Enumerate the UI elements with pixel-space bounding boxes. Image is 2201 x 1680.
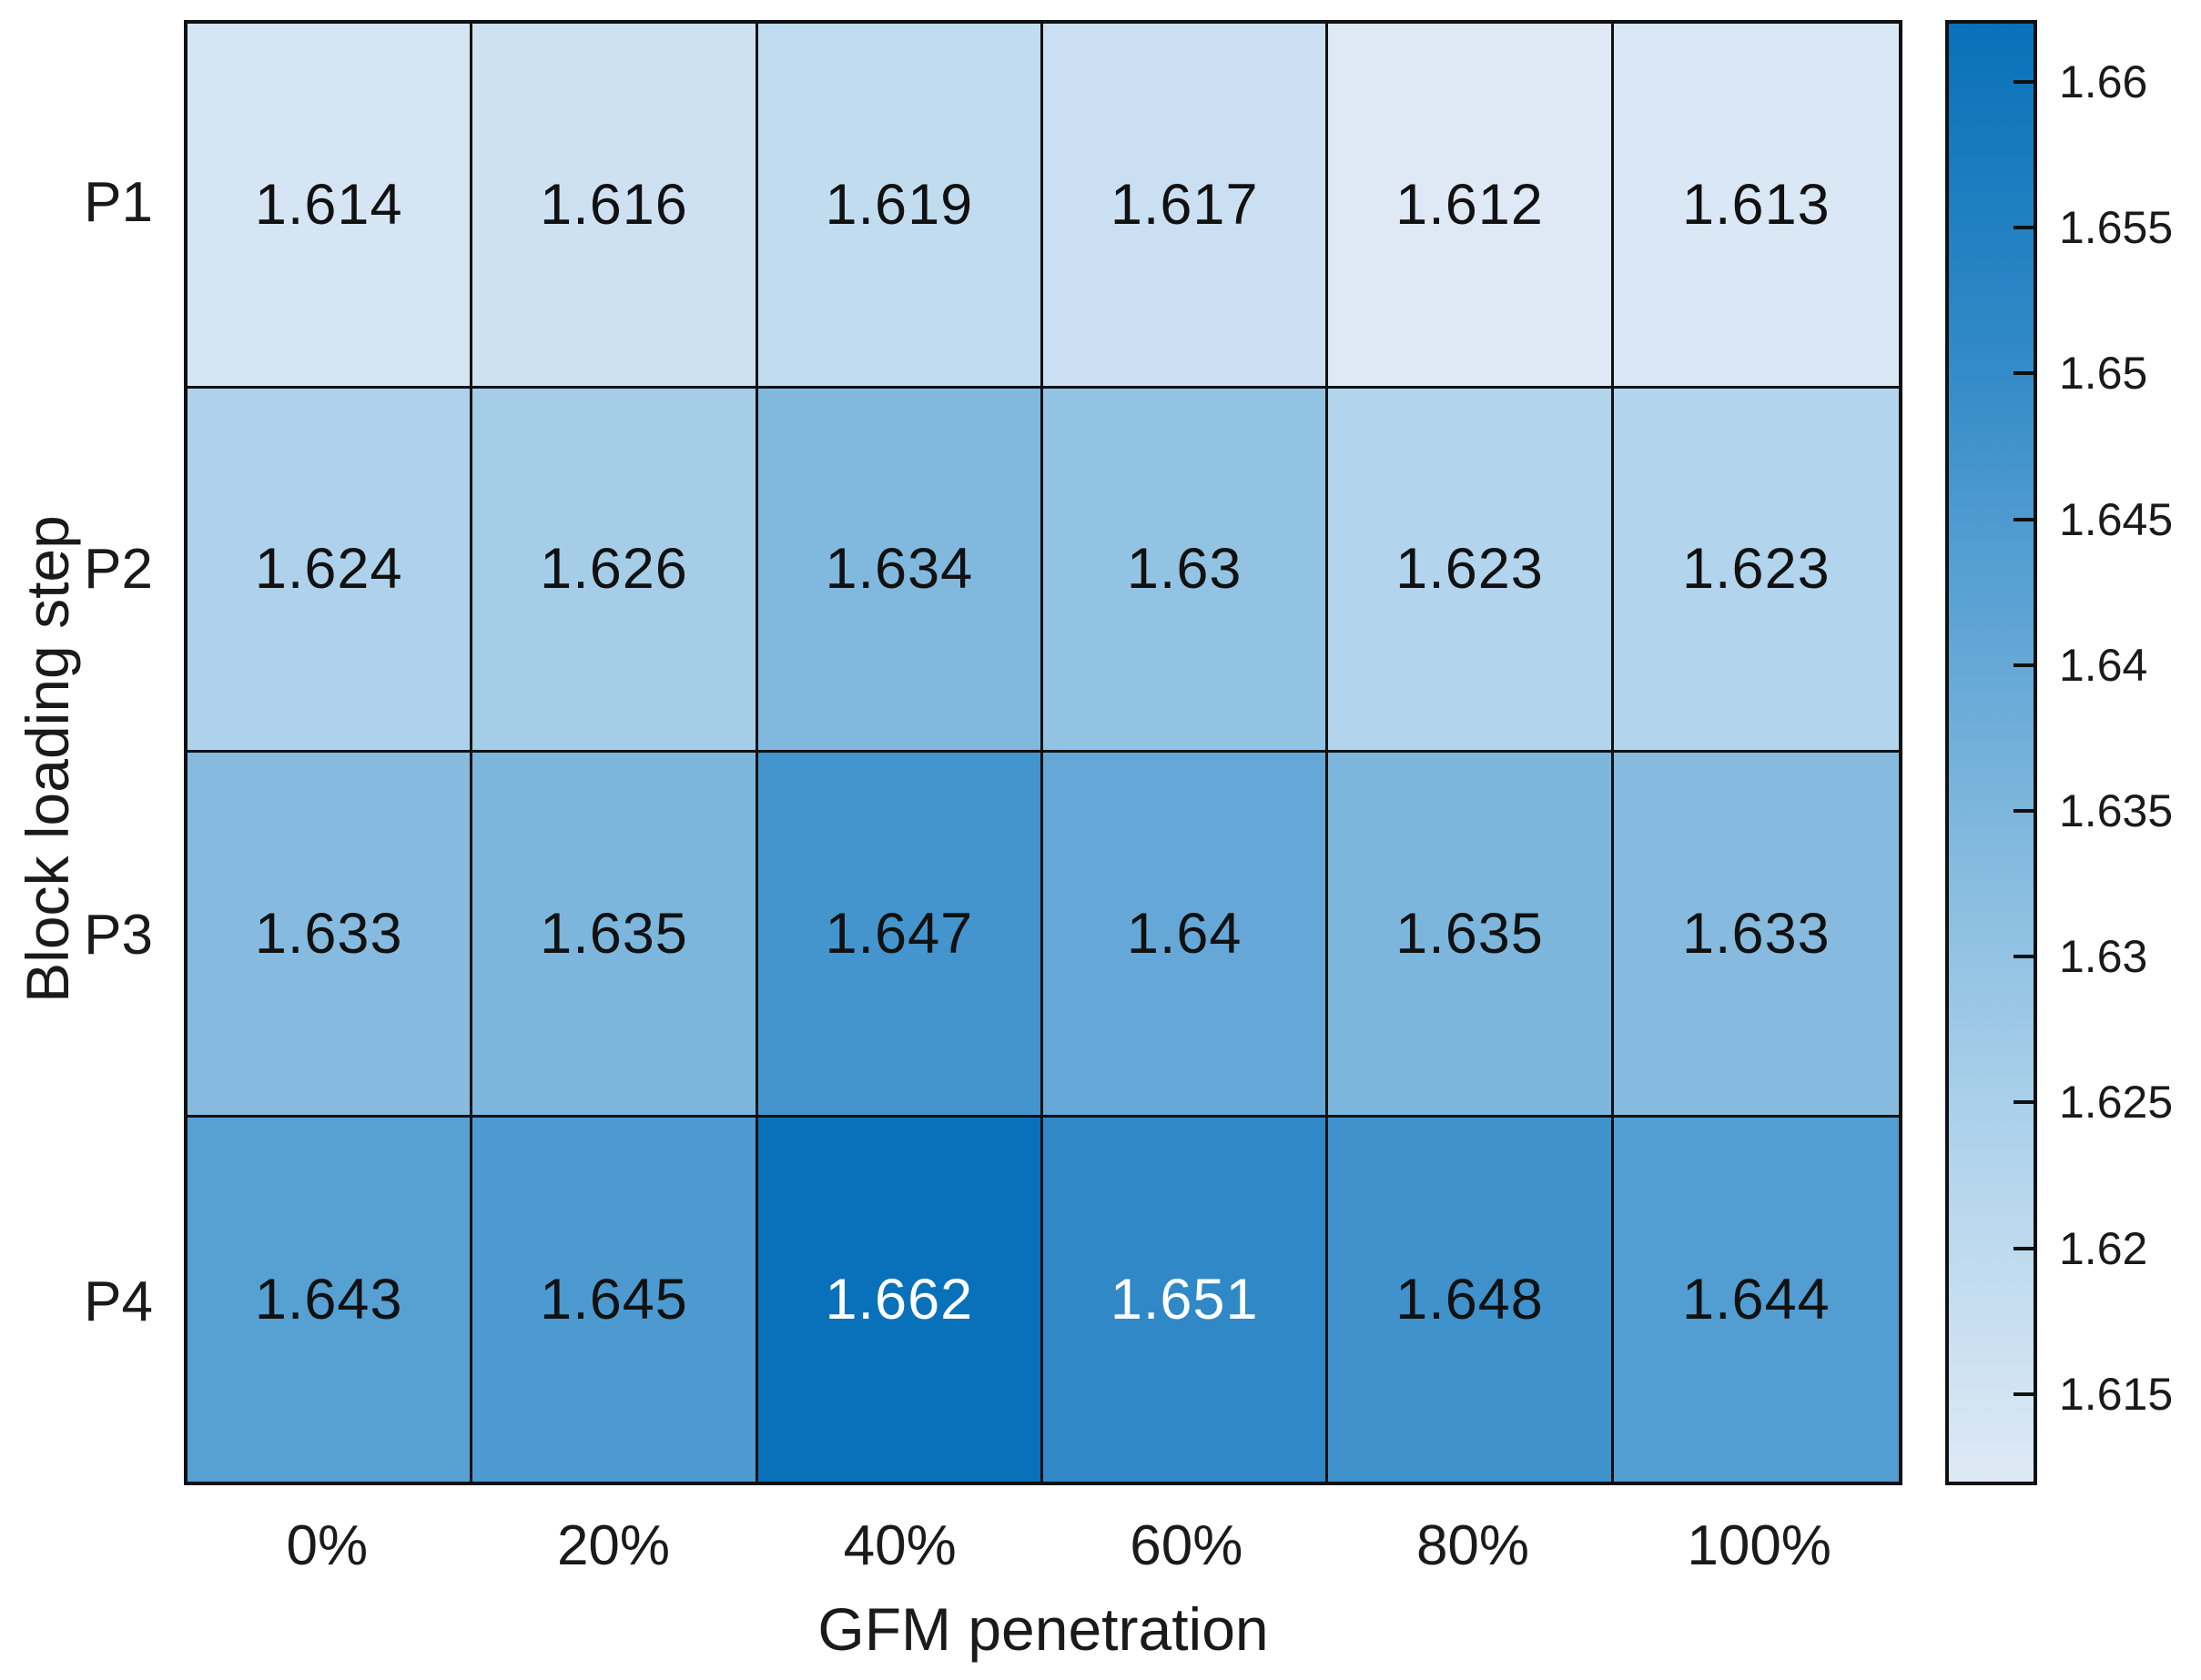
- cell-value: 1.633: [254, 901, 403, 966]
- cell-value: 1.624: [254, 537, 403, 602]
- heatmap-cell: 1.651: [1043, 1117, 1329, 1482]
- heatmap-cell: 1.647: [757, 753, 1043, 1118]
- cell-value: 1.648: [1395, 1267, 1544, 1331]
- cell-value: 1.633: [1682, 901, 1831, 966]
- x-tick-label: 0%: [286, 1514, 369, 1577]
- heatmap-cell: 1.626: [472, 388, 758, 753]
- colorbar-tick-label: 1.655: [2059, 202, 2174, 254]
- cell-value: 1.613: [1682, 172, 1831, 237]
- cell-value: 1.643: [254, 1267, 403, 1331]
- cell-value: 1.614: [254, 172, 403, 237]
- cell-value: 1.647: [825, 901, 974, 966]
- heatmap-cell: 1.623: [1613, 388, 1899, 753]
- colorbar: [1945, 20, 2037, 1485]
- colorbar-tick: [2013, 809, 2034, 814]
- heatmap-cell: 1.614: [188, 24, 473, 389]
- colorbar-tick-label: 1.66: [2059, 56, 2148, 108]
- colorbar-tick-label: 1.63: [2059, 931, 2148, 983]
- colorbar-tick-label: 1.645: [2059, 493, 2174, 545]
- heatmap-cell: 1.648: [1328, 1117, 1614, 1482]
- x-tick-label: 40%: [843, 1514, 957, 1577]
- heatmap-grid: 1.614 1.616 1.619 1.617 1.612 1.613 1.624 1.626…: [184, 20, 1902, 1485]
- colorbar-tick: [2013, 1246, 2034, 1250]
- heatmap-cell: 1.623: [1328, 388, 1614, 753]
- cell-value: 1.617: [1110, 172, 1259, 237]
- y-tick-label: P1: [84, 171, 153, 235]
- heatmap-cell: 1.619: [757, 24, 1043, 389]
- heatmap-cell: 1.635: [472, 753, 758, 1118]
- colorbar-tick-label: 1.62: [2059, 1222, 2148, 1274]
- heatmap-cell: 1.624: [188, 388, 473, 753]
- cell-value: 1.63: [1126, 537, 1242, 602]
- colorbar-tick-label: 1.625: [2059, 1077, 2174, 1128]
- colorbar-tick: [2013, 226, 2034, 230]
- cell-value: 1.619: [825, 172, 974, 237]
- colorbar-tick: [2013, 517, 2034, 521]
- y-tick-label: P3: [84, 904, 153, 967]
- cell-value: 1.612: [1395, 172, 1544, 237]
- y-axis-label: Block loading step: [14, 515, 81, 1003]
- colorbar-tick: [2013, 1100, 2034, 1105]
- cell-value: 1.644: [1682, 1267, 1831, 1331]
- x-tick-label: 20%: [556, 1514, 671, 1577]
- colorbar-tick-label: 1.64: [2059, 639, 2148, 691]
- heatmap-cell: 1.635: [1328, 753, 1614, 1118]
- heatmap-cell: 1.662: [757, 1117, 1043, 1482]
- heatmap-cell: 1.617: [1043, 24, 1329, 389]
- cell-value: 1.623: [1395, 537, 1544, 602]
- colorbar-tick-label: 1.615: [2059, 1368, 2174, 1420]
- x-tick-label: 80%: [1415, 1514, 1530, 1577]
- colorbar-tick-label: 1.635: [2059, 785, 2174, 837]
- cell-value: 1.635: [1395, 901, 1544, 966]
- cell-value: 1.634: [825, 537, 974, 602]
- cell-value: 1.623: [1682, 537, 1831, 602]
- heatmap-cell: 1.634: [757, 388, 1043, 753]
- heatmap-cell: 1.613: [1613, 24, 1899, 389]
- colorbar-tick: [2013, 371, 2034, 376]
- y-tick-label: P2: [84, 537, 153, 601]
- cell-value: 1.645: [540, 1267, 688, 1331]
- heatmap-cell: 1.64: [1043, 753, 1329, 1118]
- colorbar-tick: [2013, 1392, 2034, 1396]
- heatmap-cell: 1.643: [188, 1117, 473, 1482]
- heatmap-cell: 1.616: [472, 24, 758, 389]
- colorbar-tick-label: 1.65: [2059, 348, 2148, 400]
- colorbar-tick: [2013, 663, 2034, 667]
- heatmap-cell: 1.63: [1043, 388, 1329, 753]
- cell-value: 1.635: [540, 901, 688, 966]
- heatmap-cell: 1.633: [1613, 753, 1899, 1118]
- cell-value: 1.626: [540, 537, 688, 602]
- x-tick-label: 60%: [1130, 1514, 1243, 1577]
- x-axis-label: GFM penetration: [817, 1595, 1269, 1663]
- cell-value: 1.662: [825, 1267, 974, 1331]
- heatmap-cell: 1.612: [1328, 24, 1614, 389]
- x-tick-label: 100%: [1687, 1514, 1831, 1577]
- heatmap-cell: 1.633: [188, 753, 473, 1118]
- cell-value: 1.64: [1126, 901, 1242, 966]
- colorbar-tick: [2013, 80, 2034, 85]
- cell-value: 1.616: [540, 172, 688, 237]
- heatmap-cell: 1.645: [472, 1117, 758, 1482]
- heatmap-cell: 1.644: [1613, 1117, 1899, 1482]
- y-tick-label: P4: [84, 1270, 153, 1333]
- colorbar-tick: [2013, 955, 2034, 959]
- cell-value: 1.651: [1110, 1267, 1259, 1331]
